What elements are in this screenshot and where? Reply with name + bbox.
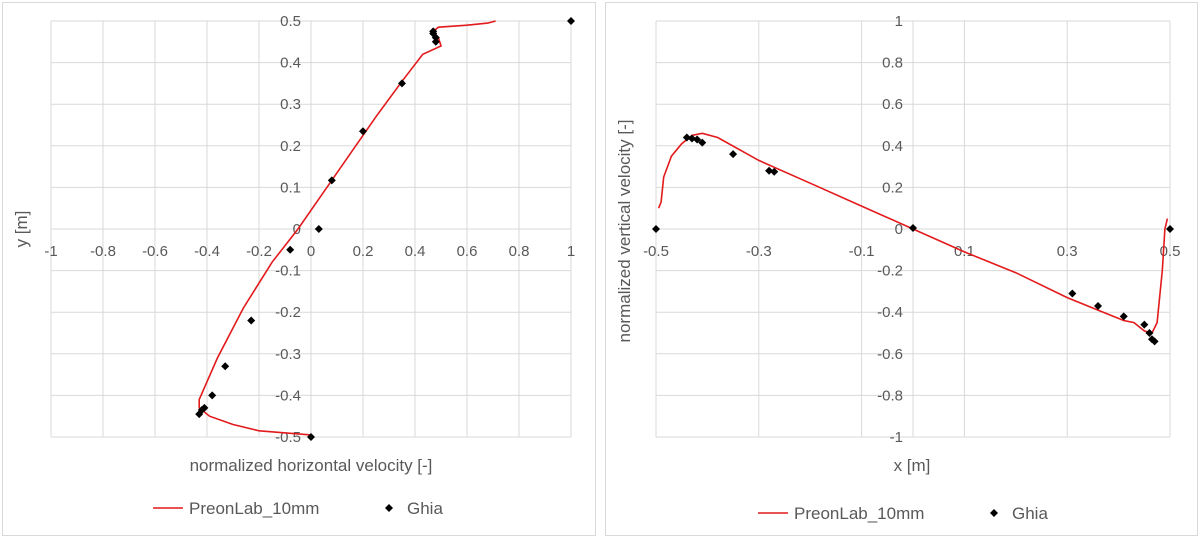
ghia-data-point (687, 134, 696, 143)
y-tick-label: -0.2 (877, 263, 903, 280)
y-axis-title: normalized vertical velocity [-] (615, 120, 634, 343)
ghia-data-point (286, 245, 295, 254)
ghia-data-point (200, 403, 209, 412)
ghia-data-point (398, 79, 406, 88)
chart-vertical-velocity-svg: -0.5 -0.3 -0.1 0.1 0.3 0.5-1-0.8-0.6-0.4-0.20… (615, 13, 1180, 523)
ghia-data-point (429, 27, 438, 36)
y-tick-label: 0.3 (280, 96, 301, 113)
y-tick-label: 0.4 (882, 138, 903, 155)
legend: PreonLab_10mm Ghia (758, 504, 1048, 523)
preonlab-series-line (657, 132, 1169, 334)
x-axis-title: x [m] (894, 456, 931, 475)
x-tick-label: 0.8 (509, 243, 530, 260)
ghia-data-point (431, 37, 440, 46)
y-tick-label: -0.8 (877, 387, 903, 404)
ghia-data-point (1140, 320, 1149, 329)
ghia-data-point (221, 362, 230, 371)
ghia-data-point (693, 135, 702, 144)
x-tick-label: -0.8 (90, 243, 116, 260)
y-tick-label: -0.1 (275, 263, 301, 280)
y-tick-label: 0.5 (280, 13, 301, 30)
x-tick-label: 1 (567, 243, 575, 260)
y-tick-label: 0.6 (882, 96, 903, 113)
x-tick-label: -1 (44, 243, 57, 260)
y-tick-label: -1 (890, 429, 903, 446)
legend-label-ghia: Ghia (407, 499, 443, 518)
ghia-data-point (909, 223, 917, 232)
chart-panel-horizontal-velocity: -1 -0.8 -0.6 -0.4 -0.2 0 0.2 0.4 0.6 0.8 1 -0.5 -0.4… (2, 2, 596, 536)
x-axis-title: normalized horizontal velocity [-] (190, 456, 433, 475)
ghia-data-point (314, 225, 323, 233)
ghia-data-point (698, 138, 707, 147)
ghia-data-point (1119, 312, 1128, 321)
ghia-data-point (567, 17, 575, 25)
x-tick-label: 0.3 (1057, 243, 1078, 260)
legend-marker-swatch (385, 504, 393, 512)
tick-labels: -1 -0.8 -0.6 -0.4 -0.2 0 0.2 0.4 0.6 0.8 1 -0.5 -0.4… (12, 13, 575, 475)
x-tick-label: -0.6 (142, 243, 168, 260)
y-tick-label: -0.2 (275, 304, 301, 321)
ghia-data-point (682, 133, 691, 142)
y-tick-label: 0.1 (280, 179, 301, 196)
x-tick-label: -0.3 (746, 243, 772, 260)
x-tick-label: 0.6 (457, 243, 478, 260)
ghia-data-point (770, 167, 779, 176)
y-tick-label: -0.6 (877, 346, 903, 363)
ghia-data-point (327, 176, 336, 185)
legend-label-preonlab: PreonLab_10mm (794, 504, 924, 523)
y-axis-title: y [m] (12, 211, 31, 248)
y-tick-label: -0.4 (275, 387, 301, 404)
legend: PreonLab_10mm Ghia (153, 499, 443, 518)
data-series (195, 17, 575, 441)
x-tick-label: -0.1 (849, 243, 875, 260)
tick-labels: -0.5 -0.3 -0.1 0.1 0.3 0.5-1-0.8-0.6-0.4-0.20… (615, 13, 1180, 475)
y-tick-label: -0.5 (275, 429, 301, 446)
y-tick-label: -0.4 (877, 304, 903, 321)
legend-label-ghia: Ghia (1012, 504, 1048, 523)
x-tick-label: 0.4 (405, 243, 426, 260)
x-tick-label: -0.4 (194, 243, 220, 260)
ghia-data-point (1068, 289, 1077, 298)
chart-horizontal-velocity-svg: -1 -0.8 -0.6 -0.4 -0.2 0 0.2 0.4 0.6 0.8 1 -0.5 -0.4… (12, 13, 575, 518)
preonlab-series-line (198, 20, 496, 436)
ghia-data-point (1166, 225, 1174, 233)
legend-marker-swatch (990, 509, 998, 517)
y-tick-label: -0.3 (275, 346, 301, 363)
ghia-data-point (1150, 337, 1159, 346)
y-tick-label: 0.8 (882, 55, 903, 72)
x-tick-label: 0 (307, 243, 315, 260)
y-tick-label: 1 (895, 13, 903, 30)
axes (51, 21, 571, 437)
ghia-data-point (1145, 329, 1154, 337)
y-tick-label: 0.2 (882, 179, 903, 196)
y-tick-label: 0.2 (280, 138, 301, 155)
ghia-data-point (652, 225, 660, 233)
ghia-data-point (208, 391, 217, 400)
x-tick-label: -0.5 (643, 243, 669, 260)
ghia-data-point (765, 166, 774, 175)
data-series (652, 132, 1174, 346)
y-tick-label: 0 (895, 221, 903, 238)
x-tick-label: 0.5 (1160, 243, 1181, 260)
ghia-data-point (729, 150, 738, 159)
chart-panel-vertical-velocity: -0.5 -0.3 -0.1 0.1 0.3 0.5 -1 -0.8 -0.6 -0.4 -0.2 0… (605, 2, 1198, 536)
ghia-data-point (307, 433, 315, 441)
y-tick-label: 0.4 (280, 55, 301, 72)
x-tick-label: 0.2 (353, 243, 374, 260)
ghia-data-point (1094, 301, 1103, 310)
ghia-data-point (247, 316, 256, 325)
ghia-data-point (359, 127, 367, 136)
legend-label-preonlab: PreonLab_10mm (189, 499, 319, 518)
x-tick-label: -0.2 (246, 243, 272, 260)
